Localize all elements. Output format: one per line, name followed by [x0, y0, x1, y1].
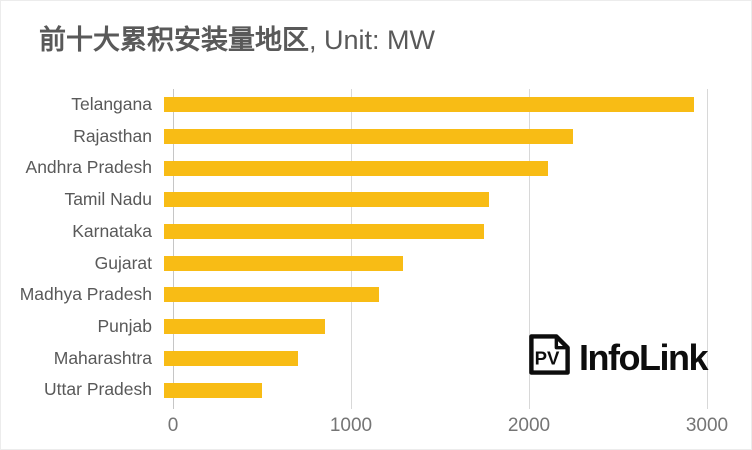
bar-row: Telangana — [1, 89, 751, 121]
value-bar — [164, 224, 485, 240]
brand-name: InfoLink — [579, 336, 708, 378]
svg-text:PV: PV — [535, 347, 560, 368]
chart-title-text: 前十大累积安装量地区 — [39, 25, 309, 55]
value-bar — [164, 319, 326, 335]
gridline-3000 — [707, 89, 708, 409]
bar-rows: Telangana Rajasthan Andhra Pradesh Tamil Na… — [1, 89, 751, 406]
bar-track — [163, 319, 697, 335]
bar-row: Punjab — [1, 311, 751, 343]
value-bar — [164, 160, 549, 176]
x-tick-label: 0 — [167, 415, 179, 436]
value-bar — [164, 255, 404, 271]
bar-row: Rajasthan — [1, 121, 751, 153]
bar-track — [163, 382, 697, 398]
value-bar — [164, 192, 489, 208]
bar-row: Gujarat — [1, 247, 751, 279]
category-label: Telangana — [71, 94, 152, 115]
bar-track — [163, 97, 697, 113]
value-bar — [164, 350, 299, 366]
chart-title: 前十大累积安装量地区, Unit: MW — [39, 23, 435, 57]
gridline-1000 — [351, 89, 352, 409]
chart-unit-label: , Unit: MW — [309, 25, 435, 55]
bar-row: Tamil Nadu — [1, 184, 751, 216]
x-tick-label: 1000 — [329, 415, 373, 436]
x-tick-label: 3000 — [685, 415, 729, 436]
category-label: Maharashtra — [53, 347, 152, 368]
gridline-0 — [173, 89, 174, 409]
bar-row: Karnataka — [1, 216, 751, 248]
value-bar — [164, 129, 574, 145]
category-label: Karnataka — [72, 220, 152, 241]
category-label: Uttar Pradesh — [44, 379, 152, 400]
bar-track — [163, 255, 697, 271]
category-label: Andhra Pradesh — [25, 157, 152, 178]
value-bar — [164, 97, 695, 113]
category-label: Gujarat — [94, 252, 152, 273]
gridline-2000 — [529, 89, 530, 409]
category-label: Punjab — [97, 315, 153, 336]
bar-track — [163, 192, 697, 208]
bar-track — [163, 224, 697, 240]
bar-track — [163, 160, 697, 176]
bar-track — [163, 350, 697, 366]
bar-row: Andhra Pradesh — [1, 152, 751, 184]
x-tick-label: 2000 — [507, 415, 551, 436]
category-label: Tamil Nadu — [64, 189, 152, 210]
value-bar — [164, 287, 380, 303]
category-label: Madhya Pradesh — [19, 284, 152, 305]
bar-track — [163, 287, 697, 303]
bar-track — [163, 129, 697, 145]
category-label: Rajasthan — [73, 125, 152, 146]
bar-row: Maharashtra — [1, 343, 751, 375]
bar-row: Madhya Pradesh — [1, 279, 751, 311]
bar-row: Uttar Pradesh — [1, 374, 751, 406]
plot-area — [173, 89, 708, 409]
value-bar — [164, 382, 262, 398]
brand-logo: PV InfoLink — [527, 332, 708, 382]
x-axis: 0 1000 2000 3000 — [168, 415, 728, 441]
pv-logo-icon: PV — [527, 332, 572, 382]
